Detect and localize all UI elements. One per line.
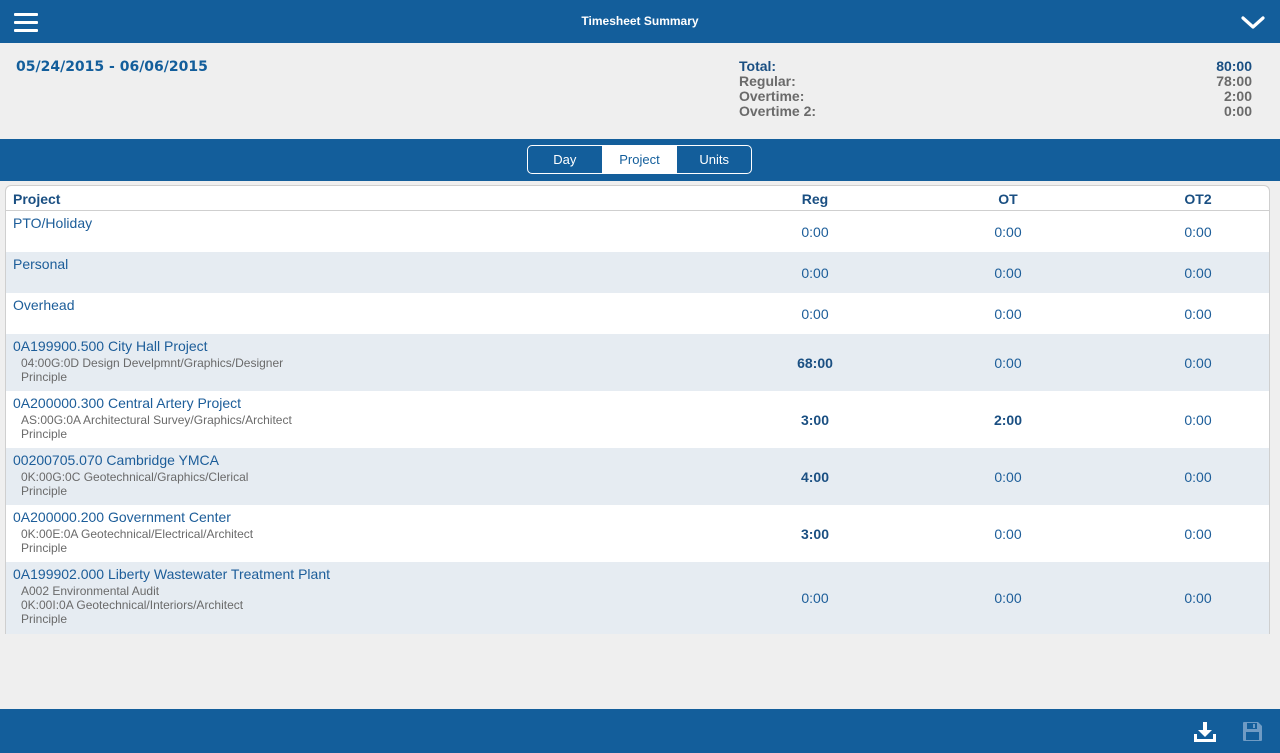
table-row[interactable]: 0A200000.300 Central Artery Project AS:0… [6, 391, 1269, 448]
table-row[interactable]: 00200705.070 Cambridge YMCA 0K:00G:0C Ge… [6, 448, 1269, 505]
overtime2-value: 0:00 [1223, 103, 1252, 119]
project-role: Principle [21, 427, 68, 441]
project-name: 0A200000.300 Central Artery Project [13, 395, 242, 411]
save-icon[interactable] [1242, 721, 1263, 742]
reg-value: 0:00 [801, 590, 829, 606]
reg-value: 0:00 [801, 264, 829, 281]
project-phase: A002 Environmental Audit [21, 584, 160, 598]
project-name: PTO/Holiday [13, 215, 93, 231]
total-row: Total: 80:00 [739, 59, 1252, 74]
project-task: 0K:00G:0C Geotechnical/Graphics/Clerical [21, 470, 249, 484]
totals-block: Total: 80:00 Regular: 78:00 Overtime: 2:… [739, 59, 1252, 119]
project-task: 04:00G:0D Design Develpmnt/Graphics/Desi… [21, 356, 284, 370]
ot-value: 0:00 [994, 354, 1022, 371]
ot2-value: 0:00 [1184, 223, 1212, 240]
overtime2-label: Overtime 2: [739, 103, 817, 119]
overtime-label: Overtime: [739, 88, 805, 104]
table-row[interactable]: Personal 0:00 0:00 0:00 [6, 252, 1269, 293]
ot2-value: 0:00 [1184, 590, 1212, 606]
column-header-ot: OT [998, 191, 1018, 207]
table-row[interactable]: 0A199902.000 Liberty Wastewater Treatmen… [6, 562, 1269, 634]
reg-value: 3:00 [800, 411, 830, 428]
ot2-value: 0:00 [1184, 264, 1212, 281]
total-label: Total: [739, 58, 777, 74]
view-segmented-control: Day Project Units [527, 145, 752, 174]
overtime-row: Overtime: 2:00 [739, 89, 1252, 104]
tab-project[interactable]: Project [602, 146, 678, 173]
hamburger-icon[interactable] [14, 13, 38, 32]
ot2-value: 0:00 [1184, 411, 1212, 428]
reg-value: 0:00 [801, 223, 829, 240]
column-header-ot2: OT2 [1184, 191, 1212, 207]
project-role: Principle [21, 541, 68, 555]
overtime-value: 2:00 [1223, 88, 1252, 104]
project-role: Principle [21, 612, 68, 626]
overtime2-row: Overtime 2: 0:00 [739, 104, 1252, 119]
table-row[interactable]: Overhead 0:00 0:00 0:00 [6, 293, 1269, 334]
total-value: 80:00 [1216, 58, 1252, 74]
project-name: 0A200000.200 Government Center [13, 509, 231, 525]
project-name: 0A199900.500 City Hall Project [13, 338, 208, 354]
page-title: Timesheet Summary [581, 14, 699, 28]
table-row[interactable]: 0A200000.200 Government Center 0K:00E:0A… [6, 505, 1269, 562]
table-header: Project Reg OT OT2 [6, 186, 1269, 211]
regular-row: Regular: 78:00 [739, 74, 1252, 89]
project-name: Overhead [13, 297, 75, 313]
ot-value: 0:00 [994, 590, 1022, 606]
reg-value: 68:00 [797, 354, 833, 371]
ot-value: 0:00 [994, 305, 1022, 322]
reg-value: 3:00 [800, 525, 830, 542]
project-role: Principle [21, 484, 68, 498]
top-bar: Timesheet Summary [0, 0, 1280, 43]
column-header-reg: Reg [801, 191, 829, 207]
reg-value: 4:00 [800, 468, 830, 485]
chevron-down-icon[interactable] [1240, 12, 1266, 32]
project-table: Project Reg OT OT2 PTO/Holiday 0:00 0:00… [5, 185, 1270, 634]
ot2-value: 0:00 [1184, 468, 1212, 485]
project-role: Principle [21, 370, 68, 384]
project-name: 00200705.070 Cambridge YMCA [13, 452, 219, 468]
project-name: 0A199902.000 Liberty Wastewater Treatmen… [13, 566, 330, 582]
date-range: 05/24/2015 - 06/06/2015 [16, 59, 208, 75]
ot-value: 0:00 [994, 525, 1022, 542]
project-name: Personal [13, 256, 69, 272]
ot2-value: 0:00 [1184, 525, 1212, 542]
tab-units[interactable]: Units [699, 152, 729, 167]
bottom-bar [0, 709, 1280, 753]
ot-value: 0:00 [994, 468, 1022, 485]
project-task: 0K:00I:0A Geotechnical/Interiors/Archite… [21, 598, 244, 612]
tab-day[interactable]: Day [528, 146, 603, 173]
ot2-value: 0:00 [1184, 354, 1212, 371]
ot-value: 2:00 [993, 411, 1023, 428]
ot-value: 0:00 [994, 264, 1022, 281]
view-tab-bar: Day Project Units [0, 139, 1280, 181]
project-task: 0K:00E:0A Geotechnical/Electrical/Archit… [21, 527, 254, 541]
summary-panel: 05/24/2015 - 06/06/2015 Total: 80:00 Reg… [0, 43, 1280, 139]
table-row[interactable]: 0A199900.500 City Hall Project 04:00G:0D… [6, 334, 1269, 391]
download-icon[interactable] [1193, 721, 1217, 743]
ot-value: 0:00 [994, 223, 1022, 240]
ot2-value: 0:00 [1184, 305, 1212, 322]
regular-label: Regular: [739, 73, 796, 89]
table-row[interactable]: PTO/Holiday 0:00 0:00 0:00 [6, 211, 1269, 252]
column-header-project: Project [13, 191, 61, 207]
project-task: AS:00G:0A Architectural Survey/Graphics/… [21, 413, 292, 427]
reg-value: 0:00 [801, 305, 829, 322]
regular-value: 78:00 [1216, 73, 1252, 89]
